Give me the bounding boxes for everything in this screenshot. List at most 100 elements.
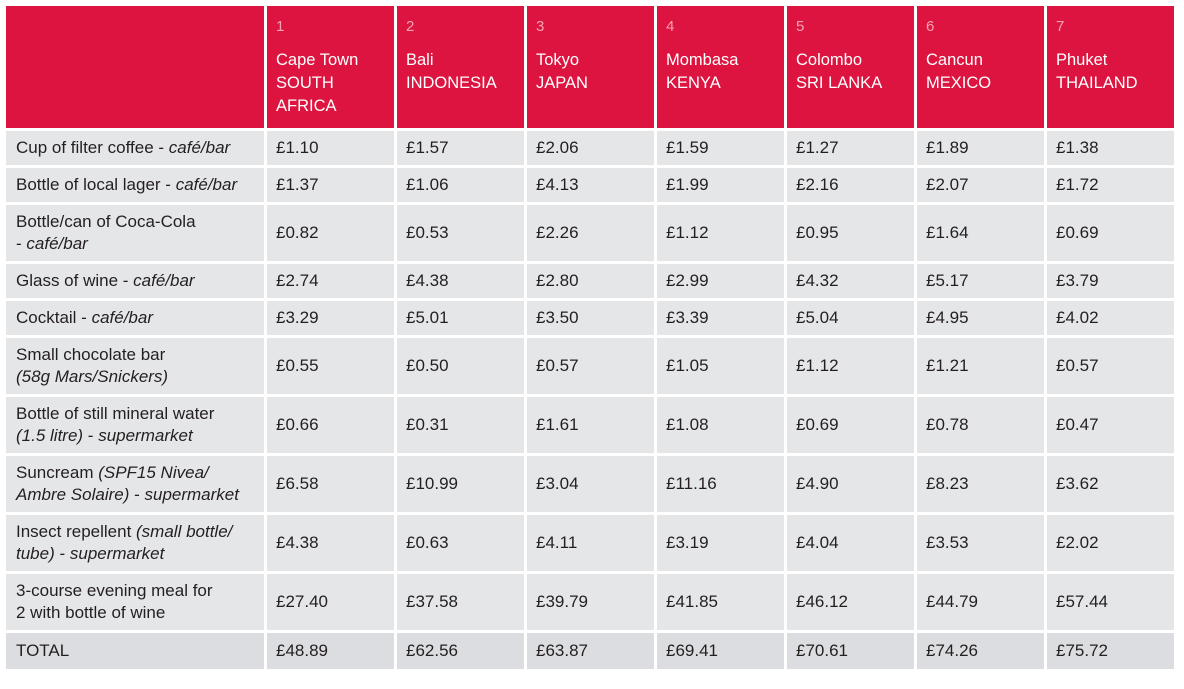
item-label: Insect repellent (small bottle/tube) - s…	[6, 515, 264, 571]
price-cell: £2.80	[527, 264, 654, 298]
price-cell: £41.85	[657, 574, 784, 630]
item-label-part: tube)	[16, 544, 55, 563]
city-name: Cancun	[926, 51, 983, 69]
item-label: Cocktail - café/bar	[6, 301, 264, 335]
item-label-part: 2 with bottle of wine	[16, 603, 166, 622]
city-name: Tokyo	[536, 51, 580, 69]
price-cell: £3.50	[527, 301, 654, 335]
price-cell: £0.31	[397, 397, 524, 453]
price-cell: £1.57	[397, 131, 524, 165]
price-cell: £3.29	[267, 301, 394, 335]
item-label: Bottle of local lager - café/bar	[6, 168, 264, 202]
price-cell: £1.05	[657, 338, 784, 394]
price-cell: £46.12	[787, 574, 914, 630]
rank-number: 1	[276, 18, 285, 35]
item-label-part: Bottle of still mineral water	[16, 404, 215, 423]
price-cell: £1.59	[657, 131, 784, 165]
price-cell: £0.55	[267, 338, 394, 394]
price-cell: £2.07	[917, 168, 1044, 202]
item-label-part: (1.5 litre)	[16, 426, 84, 445]
item-label-part: supermarket	[144, 485, 239, 504]
price-cell: £0.50	[397, 338, 524, 394]
price-cell: £4.32	[787, 264, 914, 298]
price-cell: £2.06	[527, 131, 654, 165]
item-label-part: café/bar	[91, 308, 154, 327]
price-cell: £3.53	[917, 515, 1044, 571]
price-cell: £0.47	[1047, 397, 1174, 453]
price-cell: £4.11	[527, 515, 654, 571]
price-cell: £0.78	[917, 397, 1044, 453]
column-header-6: 6 Cancun MEXICO	[917, 6, 1044, 128]
table-body: Cup of filter coffee - café/bar £1.10 £1.5…	[6, 131, 1174, 669]
column-header-4: 4 Mombasa KENYA	[657, 6, 784, 128]
item-label-part: Glass of wine -	[16, 271, 134, 290]
total-value: £62.56	[397, 633, 524, 669]
city-name: Mombasa	[666, 51, 739, 69]
column-header-5: 5 Colombo SRI LANKA	[787, 6, 914, 128]
price-cell: £0.95	[787, 205, 914, 261]
price-cell: £1.72	[1047, 168, 1174, 202]
city-name: Bali	[406, 51, 434, 69]
city-name: Colombo	[796, 51, 863, 69]
table-row: Small chocolate bar (58g Mars/Snickers) £0…	[6, 338, 1174, 394]
item-label-part: Insect repellent	[16, 522, 137, 541]
country-name: SRI LANKA	[796, 74, 883, 92]
price-cell: £6.58	[267, 456, 394, 512]
country-name: INDONESIA	[406, 74, 497, 92]
item-label: 3-course evening meal for 2 with bottle o…	[6, 574, 264, 630]
item-label-part: Bottle/can of Coca-Cola	[16, 212, 196, 231]
price-cell: £1.12	[657, 205, 784, 261]
price-cell: £0.82	[267, 205, 394, 261]
item-label: Bottle/can of Coca-Cola - café/bar	[6, 205, 264, 261]
price-cell: £2.16	[787, 168, 914, 202]
price-cell: £3.04	[527, 456, 654, 512]
item-label: Suncream (SPF15 Nivea/Ambre Solaire) - s…	[6, 456, 264, 512]
price-cell: £3.39	[657, 301, 784, 335]
rank-number: 6	[926, 18, 935, 35]
item-label-part: (small bottle/	[136, 522, 233, 541]
price-cell: £1.61	[527, 397, 654, 453]
country-name: SOUTH AFRICA	[276, 74, 337, 115]
country-name: JAPAN	[536, 74, 588, 92]
price-cell: £1.64	[917, 205, 1044, 261]
price-cell: £5.04	[787, 301, 914, 335]
table-row: Insect repellent (small bottle/tube) - s…	[6, 515, 1174, 571]
item-label-part: (58g Mars/Snickers)	[16, 367, 169, 386]
table-row: Suncream (SPF15 Nivea/Ambre Solaire) - s…	[6, 456, 1174, 512]
item-label-part: café/bar	[133, 271, 195, 290]
price-cell: £1.37	[267, 168, 394, 202]
price-cell: £3.79	[1047, 264, 1174, 298]
column-header-2: 2 Bali INDONESIA	[397, 6, 524, 128]
item-label: Cup of filter coffee - café/bar	[6, 131, 264, 165]
item-label-part: Ambre Solaire)	[16, 485, 130, 504]
item-label-part: café/bar	[26, 234, 88, 253]
price-cell: £44.79	[917, 574, 1044, 630]
price-comparison-table: 1 Cape Town SOUTH AFRICA 2 Bali INDONESIA 3 Tok…	[3, 3, 1177, 672]
table-row: Bottle of still mineral water (1.5 litre)…	[6, 397, 1174, 453]
price-cell: £2.99	[657, 264, 784, 298]
price-cell: £57.44	[1047, 574, 1174, 630]
item-label-part: Suncream	[16, 463, 99, 482]
column-header-7: 7 Phuket THAILAND	[1047, 6, 1174, 128]
rank-number: 5	[796, 18, 805, 35]
item-label-part: Bottle of local lager -	[16, 175, 176, 194]
item-label-part: café/bar	[168, 138, 231, 157]
price-cell: £0.53	[397, 205, 524, 261]
item-label-part: -	[54, 544, 70, 563]
price-cell: £11.16	[657, 456, 784, 512]
price-cell: £5.17	[917, 264, 1044, 298]
table-row: 3-course evening meal for 2 with bottle o…	[6, 574, 1174, 630]
price-cell: £4.95	[917, 301, 1044, 335]
city-name: Phuket	[1056, 51, 1108, 69]
price-cell: £27.40	[267, 574, 394, 630]
price-cell: £4.04	[787, 515, 914, 571]
price-cell: £39.79	[527, 574, 654, 630]
city-name: Cape Town	[276, 51, 359, 69]
item-label: Small chocolate bar (58g Mars/Snickers)	[6, 338, 264, 394]
price-cell: £2.26	[527, 205, 654, 261]
price-cell: £4.38	[397, 264, 524, 298]
table-row: Cocktail - café/bar £3.29 £5.01 £3.50 £3.39 £…	[6, 301, 1174, 335]
price-cell: £1.10	[267, 131, 394, 165]
total-row: TOTAL £48.89 £62.56 £63.87 £69.41 £70.61 £74.2…	[6, 633, 1174, 669]
item-label-part: Small chocolate bar	[16, 345, 166, 364]
